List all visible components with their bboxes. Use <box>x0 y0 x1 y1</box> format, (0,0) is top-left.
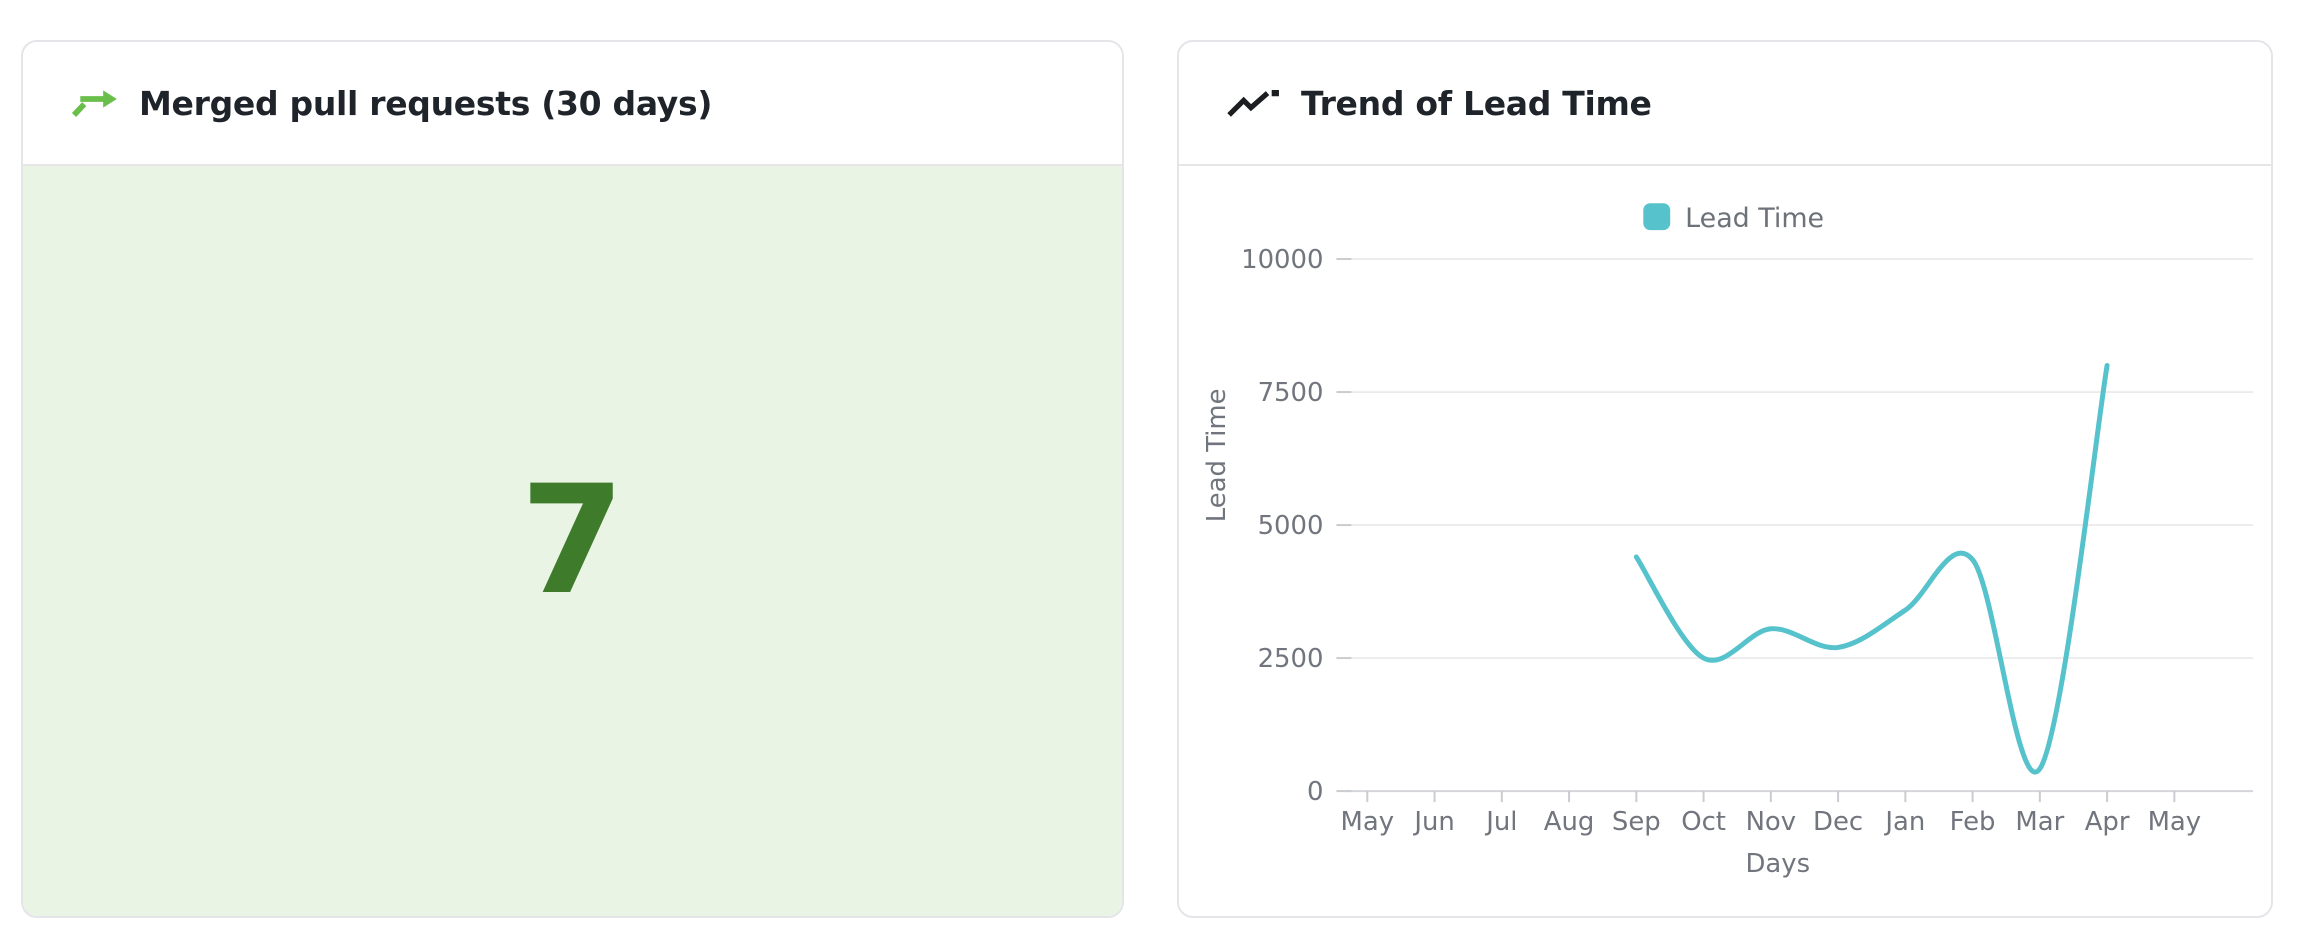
git-merge-arrow-icon <box>71 90 117 117</box>
legend-label[interactable]: Lead Time <box>1685 203 1824 234</box>
x-tick-label: Nov <box>1746 807 1797 837</box>
x-tick-label: May <box>2148 807 2202 837</box>
x-tick-label: May <box>1341 807 1395 837</box>
lead-time-trend-card: Trend of Lead Time 0 2500 5000 7500 10000 May… <box>1177 40 2273 918</box>
y-tick-label: 7500 <box>1258 378 1324 408</box>
lead-time-chart-area: 0 2500 5000 7500 10000 May Jun Jul Aug Sep Oct Nov D… <box>1179 166 2271 916</box>
x-tick-label: Dec <box>1813 807 1863 837</box>
x-tick-label: Oct <box>1681 807 1726 837</box>
y-tick-label: 0 <box>1307 777 1323 807</box>
x-tick-label: Jul <box>1484 807 1517 837</box>
lead-time-trend-title: Trend of Lead Time <box>1301 83 1652 123</box>
trending-up-icon <box>1227 89 1279 117</box>
merged-pull-requests-header: Merged pull requests (30 days) <box>23 42 1122 166</box>
lead-time-series-line <box>1633 362 2110 775</box>
x-tick-label: Feb <box>1950 807 1996 837</box>
y-tick-label: 2500 <box>1258 644 1324 674</box>
merged-pull-requests-title: Merged pull requests (30 days) <box>139 83 713 123</box>
y-tick-label: 5000 <box>1258 511 1324 541</box>
y-tick-label: 10000 <box>1241 245 1323 275</box>
lead-time-trend-header: Trend of Lead Time <box>1179 42 2271 166</box>
x-tick-label: Jun <box>1412 807 1454 837</box>
merged-pull-requests-card: Merged pull requests (30 days) 7 <box>21 40 1124 918</box>
x-tick-label: Mar <box>2015 807 2064 837</box>
x-axis-title: Days <box>1745 849 1810 879</box>
merged-pr-count-panel: 7 <box>23 166 1122 916</box>
y-axis-title: Lead Time <box>1202 388 1232 522</box>
x-tick-label: Aug <box>1544 807 1595 837</box>
x-tick-label: Jan <box>1883 807 1925 837</box>
lead-time-chart[interactable]: 0 2500 5000 7500 10000 May Jun Jul Aug Sep Oct Nov D… <box>1179 166 2271 916</box>
merged-pr-count: 7 <box>520 454 625 628</box>
x-tick-label: Sep <box>1612 807 1661 837</box>
x-tick-label: Apr <box>2085 807 2130 837</box>
legend-swatch[interactable] <box>1643 203 1671 231</box>
